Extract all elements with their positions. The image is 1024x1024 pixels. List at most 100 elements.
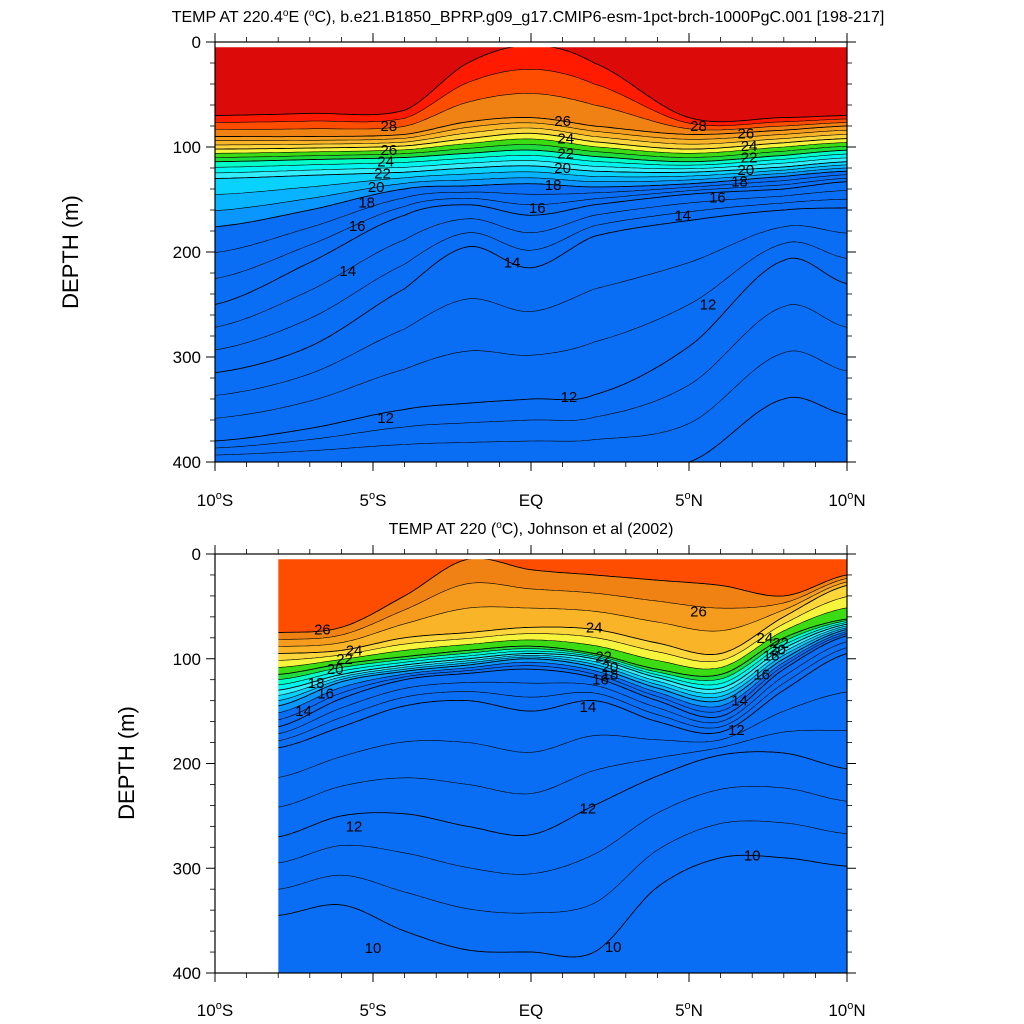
contour-line [215, 144, 847, 158]
temperature-band [215, 93, 847, 137]
y-tick-label: 100 [173, 138, 201, 157]
contour-line [278, 854, 847, 958]
contour-label: 12 [728, 722, 745, 739]
temperature-band [278, 633, 847, 727]
temperature-band [215, 350, 847, 462]
temperature-band [278, 786, 847, 914]
chart-title: TEMP AT 220.4oE (oC), b.e21.B1850_BPRP.g… [172, 8, 885, 26]
contour-label: 12 [377, 410, 394, 427]
contour-line [215, 161, 847, 179]
temperature-band [215, 258, 847, 448]
x-tick-label: EQ [519, 491, 544, 510]
contour-label: 18 [602, 666, 619, 683]
contour-label: 16 [349, 218, 366, 235]
contour-line [278, 584, 847, 655]
contour-label: 26 [690, 604, 707, 621]
temperature-band [215, 241, 847, 441]
contour-field [215, 47, 847, 462]
temperature-band [215, 207, 847, 396]
contour-label: 28 [690, 118, 707, 135]
contour-label: 24 [557, 131, 574, 148]
x-tick-label: 5oS [360, 1000, 387, 1020]
contour-label: 22 [374, 165, 391, 182]
y-axis-label: DEPTH (m) [58, 195, 83, 309]
contour-field [278, 559, 847, 973]
contour-line [278, 691, 847, 778]
contour-label: 14 [504, 255, 521, 272]
temperature-band [215, 178, 847, 305]
contour-line [278, 635, 847, 728]
contour-label: 10 [744, 848, 761, 865]
contour-line [278, 751, 847, 838]
contour-label: 26 [738, 125, 755, 142]
contour-label: 18 [358, 195, 375, 212]
contour-line [278, 647, 847, 742]
contour-line [278, 627, 847, 701]
temperature-band [278, 618, 847, 681]
contour-line [215, 149, 847, 163]
contour-label: 16 [753, 666, 770, 683]
temperature-band [278, 578, 847, 647]
temperature-band [278, 635, 847, 734]
contour-label: 20 [738, 162, 755, 179]
contour-line [215, 257, 847, 442]
contour-label: 14 [731, 693, 748, 710]
x-tick-label: 10oS [197, 1000, 233, 1020]
contour-line [215, 47, 847, 123]
temperature-band [278, 581, 847, 655]
contour-line [278, 633, 847, 721]
contour-label: 14 [295, 703, 312, 720]
contour-label: 14 [580, 699, 597, 716]
contour-line [215, 177, 847, 279]
contour-line [278, 578, 847, 640]
contour-label: 16 [317, 685, 334, 702]
contour-line [278, 559, 847, 634]
temperature-band [215, 174, 847, 279]
contour-line [215, 122, 847, 141]
temperature-band [278, 607, 847, 677]
temperature-band [215, 128, 847, 150]
temperature-band [215, 133, 847, 154]
temperature-band [215, 304, 847, 455]
contour-line [278, 623, 847, 691]
contour-label: 24 [741, 138, 758, 155]
y-axis-label: DEPTH (m) [114, 706, 139, 820]
contour-label: 22 [595, 649, 612, 666]
contour-line [278, 622, 847, 686]
temperature-band [215, 161, 847, 195]
contour-line [278, 625, 847, 696]
contour-label: 20 [554, 160, 571, 177]
contour-line [215, 396, 847, 462]
contour-line [215, 174, 847, 253]
contour-label: 18 [545, 177, 562, 194]
contour-label: 24 [756, 630, 773, 647]
contour-line [215, 167, 847, 211]
temperature-band [215, 171, 847, 253]
contour-label: 22 [336, 651, 353, 668]
contour-label: 10 [605, 939, 622, 956]
temperature-band [215, 117, 847, 141]
temperature-band [278, 559, 847, 640]
contour-line [215, 225, 847, 396]
y-tick-label: 200 [173, 243, 201, 262]
contour-line [215, 198, 847, 351]
contour-line [215, 69, 847, 127]
x-tick-label: 5oN [675, 1000, 703, 1020]
temperature-band [215, 138, 847, 158]
y-tick-label: 400 [173, 453, 201, 472]
temperature-band [278, 647, 847, 748]
temperature-band [278, 641, 847, 741]
temperature-band [278, 559, 847, 633]
temperature-band [215, 181, 847, 328]
contour-line [215, 157, 847, 174]
contour-label: 12 [561, 389, 578, 406]
contour-line [278, 653, 847, 749]
contour-line [215, 138, 847, 154]
chart-title: TEMP AT 220 (oC), Johnson et al (2002) [389, 520, 674, 538]
contour-label: 20 [602, 659, 619, 676]
contour-label: 24 [377, 154, 394, 171]
temperature-band [278, 855, 847, 973]
contour-line [278, 820, 847, 914]
